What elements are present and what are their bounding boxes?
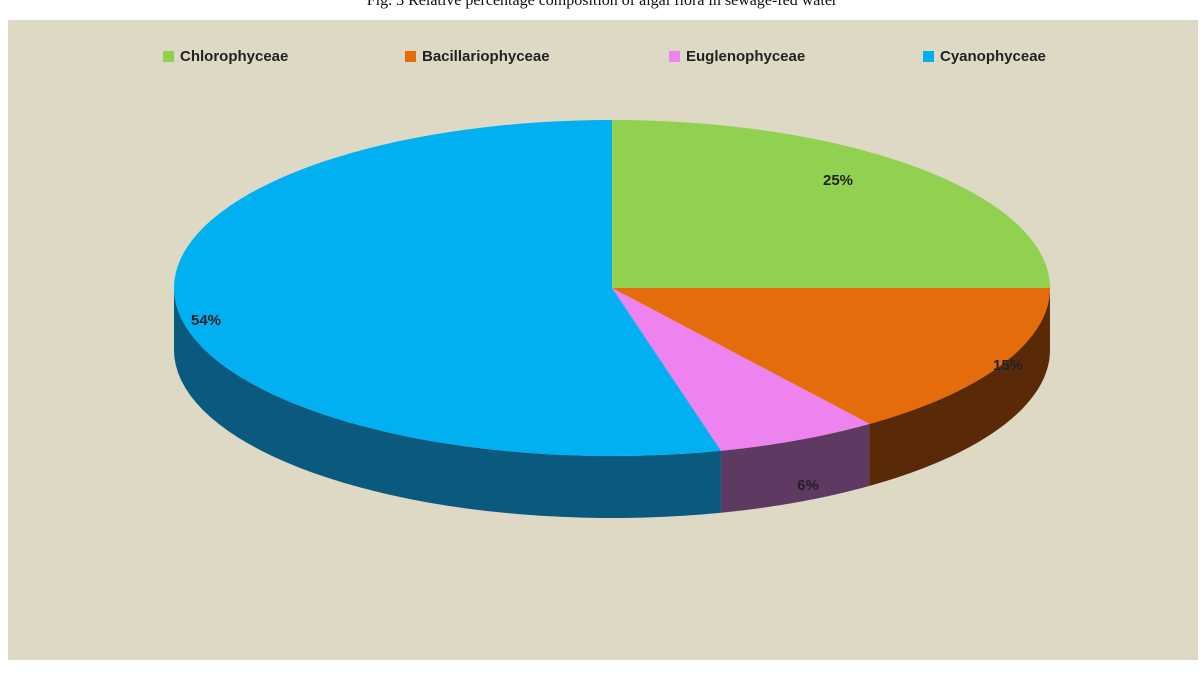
- legend-label: Cyanophyceae: [940, 47, 1046, 65]
- figure-caption: Fig. 3 Relative percentage composition o…: [366, 0, 838, 9]
- data-label-cyanophyceae: 54%: [191, 312, 221, 329]
- pie-slice-chlorophyceae: [612, 120, 1050, 288]
- pie-slice-cyanophyceae: [174, 120, 721, 456]
- legend-label: Euglenophyceae: [686, 47, 806, 65]
- legend: Chlorophyceae Bacillariophyceae Euglenop…: [0, 44, 1204, 68]
- legend-item-cyanophyceae: Cyanophyceae: [923, 44, 1046, 68]
- data-label-euglenophyceae: 6%: [797, 477, 819, 494]
- pie-side-euglenophyceae: [720, 423, 870, 513]
- data-label-bacillariophyceae: 15%: [993, 357, 1023, 374]
- legend-item-euglenophyceae: Euglenophyceae: [669, 44, 805, 68]
- legend-swatch: [405, 50, 416, 62]
- legend-item-chlorophyceae: Chlorophyceae: [163, 44, 288, 68]
- legend-swatch: [669, 50, 680, 62]
- pie-tops: [174, 120, 1050, 456]
- legend-item-bacillariophyceae: Bacillariophyceae: [405, 44, 550, 68]
- legend-label: Bacillariophyceae: [422, 47, 550, 65]
- legend-swatch: [163, 50, 174, 62]
- pie-side-cyanophyceae: [174, 288, 721, 518]
- data-label-chlorophyceae: 25%: [823, 172, 853, 189]
- pie-slice-euglenophyceae: [612, 288, 870, 451]
- pie-sides: [174, 288, 1050, 518]
- legend-label: Chlorophyceae: [180, 47, 289, 65]
- pie-slice-bacillariophyceae: [612, 288, 1050, 424]
- pie-side-bacillariophyceae: [869, 288, 1050, 486]
- pie-data-labels: 25% 15% 6% 54%: [191, 172, 1023, 494]
- legend-swatch: [923, 50, 934, 62]
